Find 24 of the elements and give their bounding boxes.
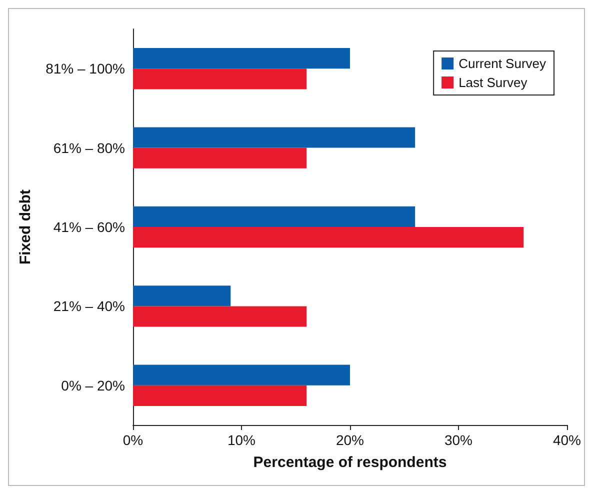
bar (133, 206, 416, 227)
bar (133, 148, 307, 168)
bar (133, 306, 307, 327)
x-tick-label: 30% (444, 432, 473, 448)
legend-label: Last Survey (458, 75, 528, 90)
legend-label: Current Survey (458, 56, 546, 71)
bar (133, 286, 231, 306)
x-tick-label: 10% (227, 432, 256, 448)
bar (133, 385, 307, 406)
y-axis-title: Fixed debt (17, 189, 34, 265)
y-tick-label: 21% – 40% (53, 298, 125, 314)
x-tick-label: 20% (336, 432, 364, 448)
x-axis-title: Percentage of respondents (253, 454, 447, 471)
y-tick-label: 41% – 60% (53, 219, 125, 235)
bar (133, 127, 416, 148)
bar (133, 68, 307, 90)
bar (133, 227, 524, 248)
bar (133, 364, 350, 386)
x-tick-label: 40% (552, 432, 582, 448)
y-tick-label: 81% – 100% (46, 60, 125, 77)
y-tick-label: 61% – 80% (53, 140, 125, 156)
x-tick-label: 0% (122, 432, 144, 448)
bar (133, 48, 350, 69)
y-tick-label: 0% – 20% (61, 377, 125, 394)
